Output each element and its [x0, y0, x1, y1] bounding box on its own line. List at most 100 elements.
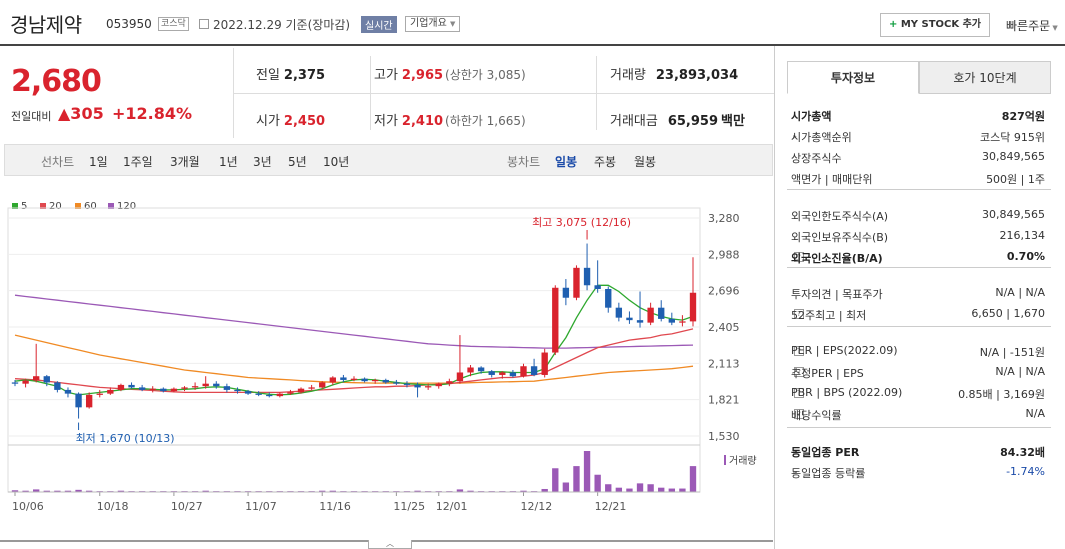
candle-body	[255, 393, 262, 395]
corp-info-dropdown[interactable]: 기업개요 ▼	[405, 16, 461, 32]
info-row-value: N/A | -151원	[979, 346, 1045, 359]
x-tick-label: 12/21	[595, 500, 627, 513]
period-monthly[interactable]: 월봉	[634, 155, 657, 169]
x-tick-label: 12/12	[521, 500, 553, 513]
high-price: 고가 2,965 (상한가 3,085)	[374, 64, 526, 83]
candle-body	[689, 292, 697, 322]
volume-bar	[202, 490, 209, 492]
period-5y[interactable]: 5년	[288, 155, 307, 169]
info-row-value: N/A	[1025, 407, 1045, 420]
chevron-down-icon: ▼	[1050, 24, 1058, 32]
info-row-label: 시가총액	[791, 110, 832, 123]
candle-body	[647, 307, 654, 323]
candle-body	[287, 392, 294, 394]
info-row-value: 코스닥 915위	[980, 131, 1045, 144]
period-daily[interactable]: 일봉	[555, 155, 578, 169]
volume-bar	[117, 490, 125, 492]
candle-body	[149, 388, 156, 390]
change-label: 전일대비	[11, 110, 52, 123]
info-row-label: 동일업종 PER	[791, 446, 860, 459]
help-icon[interactable]: ?	[794, 367, 804, 377]
period-10y[interactable]: 10년	[323, 155, 350, 169]
info-row: 동일업종 등락률 ▸ -1.74%	[791, 465, 1045, 485]
info-row: 외국인소진율(B/A)? 0.70%	[791, 250, 1045, 270]
candle-body	[160, 388, 167, 392]
legend-label: 60	[84, 201, 97, 212]
info-row-label: 상장주식수	[791, 152, 842, 165]
info-row-value: 0.85배 | 3,169원	[958, 388, 1045, 401]
low-price: 저가 2,410 (하한가 1,665)	[374, 110, 526, 129]
x-tick-label: 10/06	[12, 500, 44, 513]
high-label: 고가	[374, 68, 398, 83]
legend-label: 5	[21, 201, 28, 212]
amount-label: 거래대금	[610, 114, 658, 129]
x-tick-label: 11/25	[393, 500, 425, 513]
high-annotation: 최고 3,075 (12/16)	[532, 216, 631, 229]
quick-order-button[interactable]: 빠른주문 ▼	[1006, 17, 1058, 34]
help-icon[interactable]: ?	[794, 409, 804, 419]
realtime-button[interactable]: 실시간	[361, 16, 397, 33]
volume-bar	[573, 466, 580, 492]
period-1w[interactable]: 1주일	[123, 155, 153, 169]
candle-body	[340, 377, 347, 380]
legend-swatch	[75, 203, 81, 209]
candle-body	[234, 389, 241, 392]
period-3y[interactable]: 3년	[253, 155, 272, 169]
tab-orderbook-10[interactable]: 호가 10단계	[919, 61, 1051, 94]
candle-body	[573, 267, 580, 298]
volume-value: 23,893,034	[655, 68, 739, 83]
info-row-value: 6,650 | 1,670	[971, 307, 1045, 320]
period-1y[interactable]: 1년	[219, 155, 238, 169]
candle-body	[329, 377, 336, 383]
divider	[787, 326, 1051, 327]
price-info-grid: 전일 2,375 고가 2,965 (상한가 3,085) 거래량 23,893,034…	[234, 48, 774, 138]
caret-right-icon[interactable]: ▸	[793, 132, 798, 141]
volume-bar	[64, 490, 72, 492]
help-icon[interactable]: ?	[794, 252, 804, 262]
mystock-add-button[interactable]: + MY STOCK 추가	[880, 13, 990, 37]
info-row: PBR | BPS (2022.09)? 0.85배 | 3,169원	[791, 386, 1045, 406]
stock-code: 053950	[106, 17, 152, 31]
open-price: 시가 2,450	[256, 110, 325, 129]
candle-body	[424, 386, 432, 388]
volume-bar	[583, 451, 591, 492]
info-row-value: 216,134	[999, 229, 1046, 242]
volume-bar	[33, 489, 40, 492]
x-tick-label: 11/16	[319, 500, 351, 513]
tab-investment-info[interactable]: 투자정보	[787, 61, 919, 94]
chevron-down-icon: ▼	[450, 20, 456, 28]
info-row-label: 52주최고 | 최저	[791, 309, 867, 322]
volume-bar	[329, 490, 336, 492]
info-row-label: 동일업종 등락률	[791, 467, 866, 480]
volume-bar	[43, 490, 50, 492]
volume-bar	[605, 484, 612, 492]
candle-body	[170, 388, 178, 392]
ma120-line	[14, 294, 694, 349]
candle-body	[297, 388, 305, 393]
divider	[787, 267, 1051, 268]
period-3m[interactable]: 3개월	[170, 155, 200, 169]
caret-right-icon[interactable]: ▸	[793, 468, 798, 477]
period-weekly[interactable]: 주봉	[594, 155, 617, 169]
volume-bar	[626, 488, 633, 492]
chart-period-bar: 선차트 1일 1주일 3개월 1년 3년 5년 10년 봉차트 일봉 주봉 월봉	[4, 144, 773, 176]
help-icon[interactable]: ?	[794, 388, 804, 398]
candle-body	[456, 372, 464, 382]
stock-candle-chart[interactable]: 거래량 3,280 2,988 2,696 2,405 2,113 1,821 1,530 1…	[0, 196, 773, 521]
chart-frame	[7, 207, 701, 493]
help-icon[interactable]: ?	[794, 309, 804, 319]
open-label: 시가	[256, 114, 280, 129]
volume-bar	[615, 487, 623, 492]
mystock-label: MY STOCK 추가	[900, 19, 982, 30]
info-row: 투자의견 | 목표주가 N/A | N/A	[791, 286, 1045, 306]
candle-body	[181, 387, 188, 389]
candle-body	[191, 386, 199, 388]
help-icon[interactable]: ?	[794, 346, 804, 356]
y-tick-label: 2,696	[708, 285, 740, 298]
period-1d[interactable]: 1일	[89, 155, 108, 169]
caret-right-icon[interactable]: ▸	[793, 447, 798, 456]
divider	[234, 93, 774, 94]
low-value: 2,410	[401, 114, 444, 129]
corp-info-label: 기업개요	[410, 18, 447, 29]
chart-collapse-button[interactable]: ︿	[368, 540, 412, 549]
